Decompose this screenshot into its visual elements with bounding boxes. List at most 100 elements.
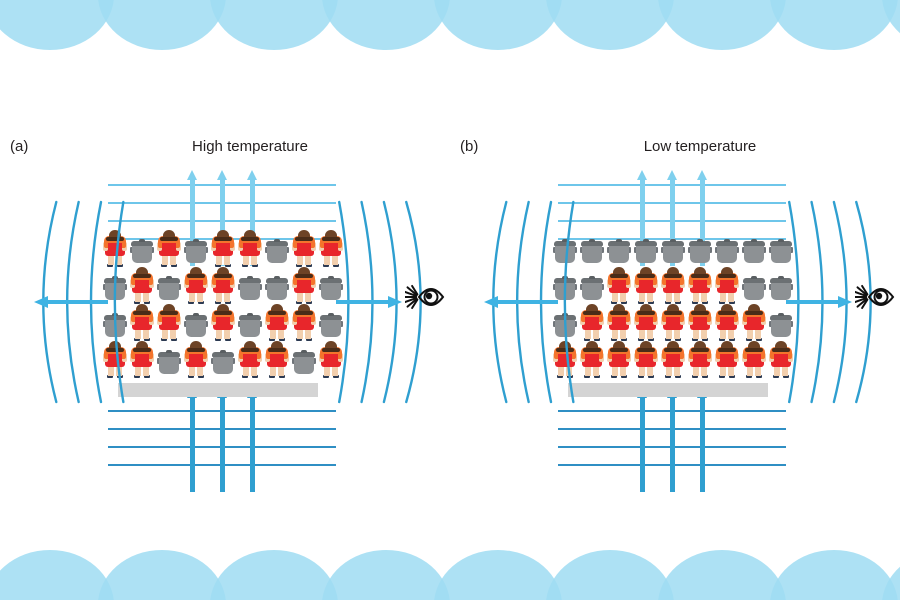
person-icon xyxy=(265,341,289,378)
person-head xyxy=(640,341,652,352)
person-hat xyxy=(745,311,763,315)
upward-transition-arrow xyxy=(217,170,227,266)
person-collar xyxy=(297,243,311,248)
pot-knob xyxy=(274,239,280,242)
pot-knob xyxy=(562,313,568,316)
pot-icon xyxy=(157,348,181,374)
eye-lash-ray xyxy=(855,290,868,297)
person-figure xyxy=(661,267,685,304)
pot-handle xyxy=(769,321,772,327)
eye-icon xyxy=(855,284,895,310)
person-icon xyxy=(607,341,631,378)
person-skirt xyxy=(609,282,629,293)
pot-knob xyxy=(193,313,199,316)
pot-handle xyxy=(574,321,577,327)
person-skirt xyxy=(159,245,179,256)
person-hat xyxy=(133,348,151,352)
person-figure xyxy=(742,341,766,378)
person-collar xyxy=(558,354,572,359)
arrow-head xyxy=(637,170,647,180)
pot-figure xyxy=(553,230,577,267)
person-hat xyxy=(295,274,313,278)
person-collar xyxy=(774,354,788,359)
pot-icon xyxy=(580,237,604,263)
pot-icon xyxy=(607,237,631,263)
pot-lid xyxy=(320,278,342,283)
person-hat xyxy=(241,348,259,352)
person-icon xyxy=(211,230,235,267)
person-head xyxy=(163,230,175,241)
person-foot xyxy=(638,301,644,304)
pot-body xyxy=(744,244,764,263)
pot-knob xyxy=(670,239,676,242)
person-figure xyxy=(292,304,316,341)
pot-handle xyxy=(205,247,208,253)
person-figure xyxy=(184,267,208,304)
eye-iris xyxy=(423,289,439,305)
person-figure xyxy=(688,304,712,341)
arrow-head xyxy=(697,170,707,180)
arrow-shaft xyxy=(700,396,705,492)
right-arrow-head xyxy=(388,296,402,308)
person-skirt xyxy=(744,319,764,330)
person-foot xyxy=(225,264,231,267)
person-foot xyxy=(621,301,627,304)
pot-body xyxy=(186,244,206,263)
pot-handle xyxy=(607,247,610,253)
pot-handle xyxy=(184,321,187,327)
person-skirt xyxy=(240,245,260,256)
person-collar xyxy=(270,354,284,359)
sound-wave-arc-left xyxy=(516,200,530,404)
pot-figure xyxy=(634,230,658,267)
person-hat xyxy=(133,311,151,315)
pot-body xyxy=(105,318,125,337)
pot-lid xyxy=(743,241,765,246)
person-hat xyxy=(556,348,574,352)
pot-lid xyxy=(770,315,792,320)
pot-figure xyxy=(211,341,235,378)
person-icon xyxy=(769,341,793,378)
eye-lash-ray xyxy=(856,297,868,308)
person-icon xyxy=(553,341,577,378)
pot-lid xyxy=(266,241,288,246)
pot-knob xyxy=(247,313,253,316)
person-collar xyxy=(612,354,626,359)
pot-figure xyxy=(265,267,289,304)
upward-transition-arrow xyxy=(217,388,227,492)
person-figure xyxy=(607,341,631,378)
person-head xyxy=(217,230,229,241)
person-skirt xyxy=(582,319,602,330)
person-foot xyxy=(144,375,150,378)
person-foot xyxy=(729,375,735,378)
occupancy-row xyxy=(103,341,343,378)
arrow-shaft xyxy=(640,178,645,266)
person-figure xyxy=(292,230,316,267)
eye-lash-ray xyxy=(861,298,869,310)
pot-body xyxy=(555,318,575,337)
person-skirt xyxy=(663,282,683,293)
person-collar xyxy=(666,317,680,322)
upward-transition-arrow xyxy=(247,388,257,492)
person-foot xyxy=(242,375,248,378)
pot-body xyxy=(240,318,260,337)
person-collar xyxy=(720,280,734,285)
person-head xyxy=(694,304,706,315)
person-foot xyxy=(306,264,312,267)
person-icon xyxy=(715,267,739,304)
pot-knob xyxy=(751,239,757,242)
occupancy-row xyxy=(553,304,793,341)
pot-handle xyxy=(580,247,583,253)
pot-knob xyxy=(643,239,649,242)
pot-figure xyxy=(103,304,127,341)
pot-lid xyxy=(158,278,180,283)
person-hat xyxy=(664,311,682,315)
person-figure xyxy=(157,304,181,341)
eye-icon xyxy=(405,284,445,310)
sound-wave-arc-left xyxy=(66,200,80,404)
pot-icon xyxy=(211,348,235,374)
person-collar xyxy=(639,317,653,322)
person-figure xyxy=(580,304,604,341)
person-foot xyxy=(719,375,725,378)
pot-handle xyxy=(238,321,241,327)
pot-figure xyxy=(238,304,262,341)
